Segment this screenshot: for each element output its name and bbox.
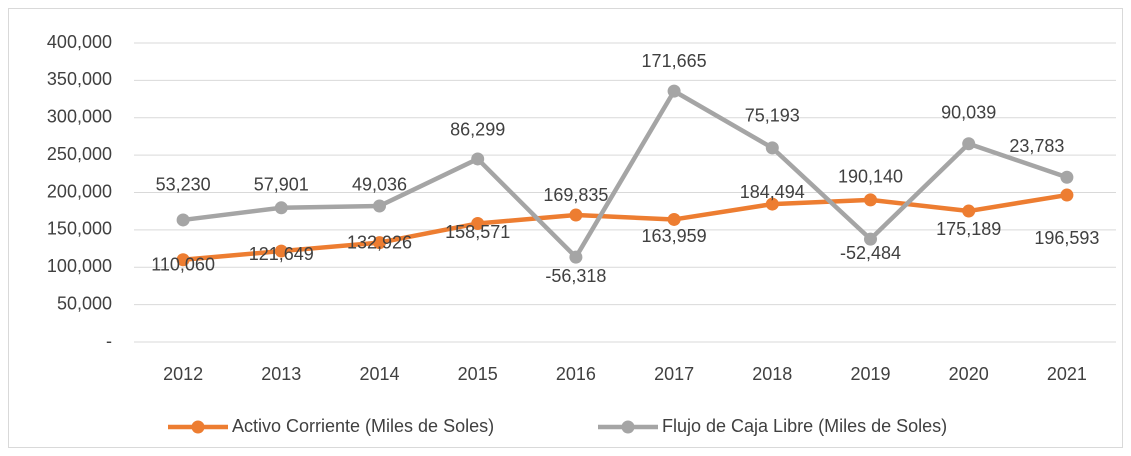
- point: [765, 197, 779, 211]
- y-tick-label: 100,000: [47, 256, 112, 276]
- legend-marker: [191, 420, 205, 434]
- y-tick-label: 350,000: [47, 69, 112, 89]
- x-tick-label: 2015: [458, 364, 498, 384]
- x-tick-label: 2014: [359, 364, 399, 384]
- point: [864, 232, 877, 246]
- point: [667, 212, 681, 226]
- point: [471, 216, 485, 230]
- x-tick-label: 2013: [261, 364, 301, 384]
- data-label: 190,140: [838, 167, 903, 187]
- data-label: 75,193: [745, 106, 800, 126]
- data-label: 86,299: [450, 120, 505, 140]
- point: [274, 201, 288, 215]
- point: [765, 141, 779, 155]
- y-tick-label: 400,000: [47, 32, 112, 52]
- point: [864, 193, 877, 207]
- data-label: 121,649: [249, 244, 314, 264]
- x-tick-label: 2012: [163, 364, 203, 384]
- line-series: [182, 88, 1068, 260]
- data-label: -52,484: [840, 243, 901, 263]
- point: [1060, 188, 1074, 202]
- point: [471, 152, 485, 166]
- legend-label: Activo Corriente (Miles de Soles): [232, 416, 494, 436]
- point: [962, 137, 976, 151]
- y-tick-label: 50,000: [57, 293, 112, 313]
- legend-label: Flujo de Caja Libre (Miles de Soles): [662, 416, 947, 436]
- point: [569, 250, 583, 264]
- data-label: 23,783: [1009, 136, 1064, 156]
- data-label: 175,189: [936, 219, 1001, 239]
- data-label: 184,494: [740, 182, 805, 202]
- line-series: [182, 192, 1068, 262]
- y-tick-label: -: [106, 331, 112, 351]
- data-label: 163,959: [642, 226, 707, 246]
- data-label: 158,571: [445, 222, 510, 242]
- y-tick-label: 300,000: [47, 107, 112, 127]
- y-tick-label: 150,000: [47, 219, 112, 239]
- data-label: 49,036: [352, 175, 407, 195]
- x-tick-label: 2019: [850, 364, 890, 384]
- x-tick-label: 2020: [949, 364, 989, 384]
- point: [373, 236, 386, 250]
- point: [1060, 170, 1074, 184]
- data-label: 171,665: [642, 51, 707, 71]
- point: [176, 253, 190, 267]
- data-label: 57,901: [254, 175, 309, 195]
- legend-marker: [621, 420, 635, 434]
- data-label: 110,060: [151, 254, 215, 274]
- point: [373, 199, 386, 213]
- data-label: 53,230: [156, 175, 211, 195]
- x-tick-label: 2017: [654, 364, 694, 384]
- x-tick-label: 2018: [752, 364, 792, 384]
- data-label: 90,039: [941, 102, 996, 122]
- point: [176, 213, 190, 227]
- x-tick-label: 2016: [556, 364, 596, 384]
- point: [274, 244, 288, 258]
- data-label: -56,318: [545, 266, 606, 286]
- data-label: 196,593: [1034, 228, 1099, 248]
- y-tick-label: 250,000: [47, 144, 112, 164]
- point: [962, 204, 976, 218]
- x-tick-label: 2021: [1047, 364, 1087, 384]
- chart-frame: [8, 8, 1123, 448]
- data-label: 169,835: [543, 185, 608, 205]
- point: [569, 208, 583, 222]
- data-label: 132,926: [347, 232, 412, 252]
- point: [667, 84, 681, 98]
- y-tick-label: 200,000: [47, 181, 112, 201]
